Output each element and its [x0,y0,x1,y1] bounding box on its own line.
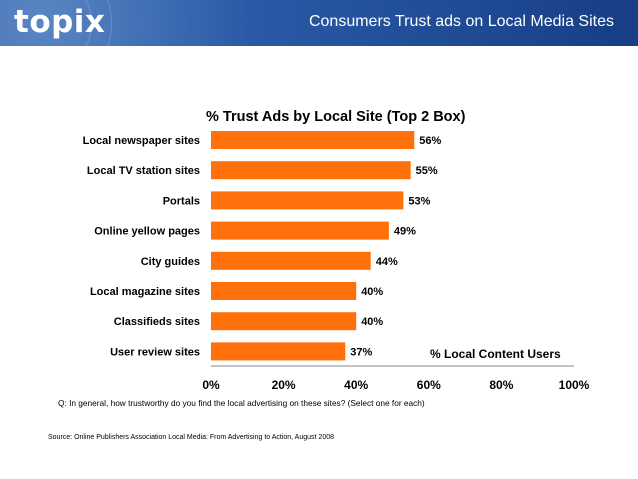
x-tick-label: 40% [344,378,368,392]
bar [211,282,357,300]
bar [211,131,415,149]
header-banner: topix Consumers Trust ads on Local Media… [0,0,638,46]
bar-value-label: 37% [350,346,372,358]
bar-value-label: 44% [376,256,398,268]
bar [211,161,411,180]
bar [211,342,346,361]
logo-ring-decoration [0,0,112,46]
category-label: Local magazine sites [90,286,200,298]
chart-title: % Trust Ads by Local Site (Top 2 Box) [206,109,466,125]
category-label: Local newspaper sites [83,135,200,147]
bar [211,251,371,270]
survey-question: Q: In general, how trustworthy do you fi… [58,398,425,408]
bar-value-label: 53% [408,195,430,207]
x-tick-label: 20% [272,378,296,392]
x-tick-label: 0% [202,378,220,392]
series-label: % Local Content Users [430,347,561,361]
category-label: Portals [163,195,200,207]
bar-value-label: 40% [361,316,383,328]
bar-value-label: 40% [361,286,383,298]
category-label: City guides [141,256,200,268]
bar [211,221,389,240]
x-tick-label: 60% [417,378,441,392]
bar-value-label: 55% [416,165,438,177]
x-tick-label: 80% [489,378,513,392]
bar-value-label: 49% [394,226,416,238]
category-label: Classifieds sites [114,316,200,328]
topix-logo: topix [14,4,106,40]
category-label: User review sites [110,346,200,358]
bar [211,312,357,331]
bar-value-label: 56% [419,135,441,147]
slide-title: Consumers Trust ads on Local Media Sites [308,13,614,30]
category-label: Local TV station sites [87,165,200,177]
source-citation: Source: Online Publishers Association Lo… [48,434,334,441]
x-tick-label: 100% [559,378,590,392]
bar [211,191,404,210]
category-label: Online yellow pages [94,226,200,238]
